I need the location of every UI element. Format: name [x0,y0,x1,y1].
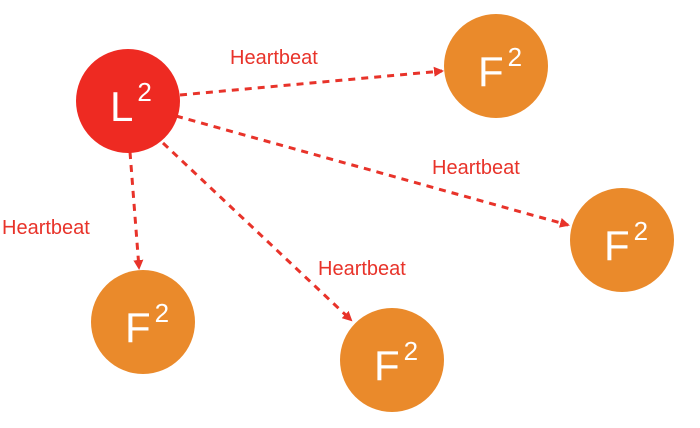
leader-letter: L [110,83,133,130]
leader-circle [76,49,180,153]
edge-label-right: Heartbeat [432,157,520,179]
follower-label: F 2 [478,42,522,95]
follower-node-right: F 2 [570,188,674,292]
heartbeat-edge-follower-bottom-left [128,151,144,270]
follower-superscript: 2 [634,216,648,246]
follower-letter: F [604,222,630,269]
follower-circle [340,308,444,412]
follower-letter: F [478,48,504,95]
edge-label-top-right: Heartbeat [230,47,318,69]
heartbeat-edge-follower-bottom-middle [161,141,353,322]
leader-node: L 2 [76,49,180,153]
edges [128,66,570,322]
follower-superscript: 2 [155,298,169,328]
follower-letter: F [125,304,151,351]
follower-circle [570,188,674,292]
edge-label-bottom-middle: Heartbeat [318,258,406,280]
heartbeat-edge-follower-right [175,114,570,228]
leader-label: L 2 [110,77,152,130]
edge-label-bottom-left: Heartbeat [2,217,90,239]
follower-superscript: 2 [508,42,522,72]
follower-circle [444,14,548,118]
follower-label: F 2 [374,336,418,389]
follower-letter: F [374,342,400,389]
follower-label: F 2 [125,298,169,351]
follower-node-bottom-left: F 2 [91,270,195,374]
leader-superscript: 2 [137,77,151,107]
heartbeat-edge-follower-top-right [179,66,444,97]
follower-circle [91,270,195,374]
follower-node-top-right: F 2 [444,14,548,118]
follower-node-bottom-middle: F 2 [340,308,444,412]
edge-labels: Heartbeat Heartbeat Heartbeat Heartbeat [2,47,520,280]
follower-superscript: 2 [404,336,418,366]
follower-label: F 2 [604,216,648,269]
